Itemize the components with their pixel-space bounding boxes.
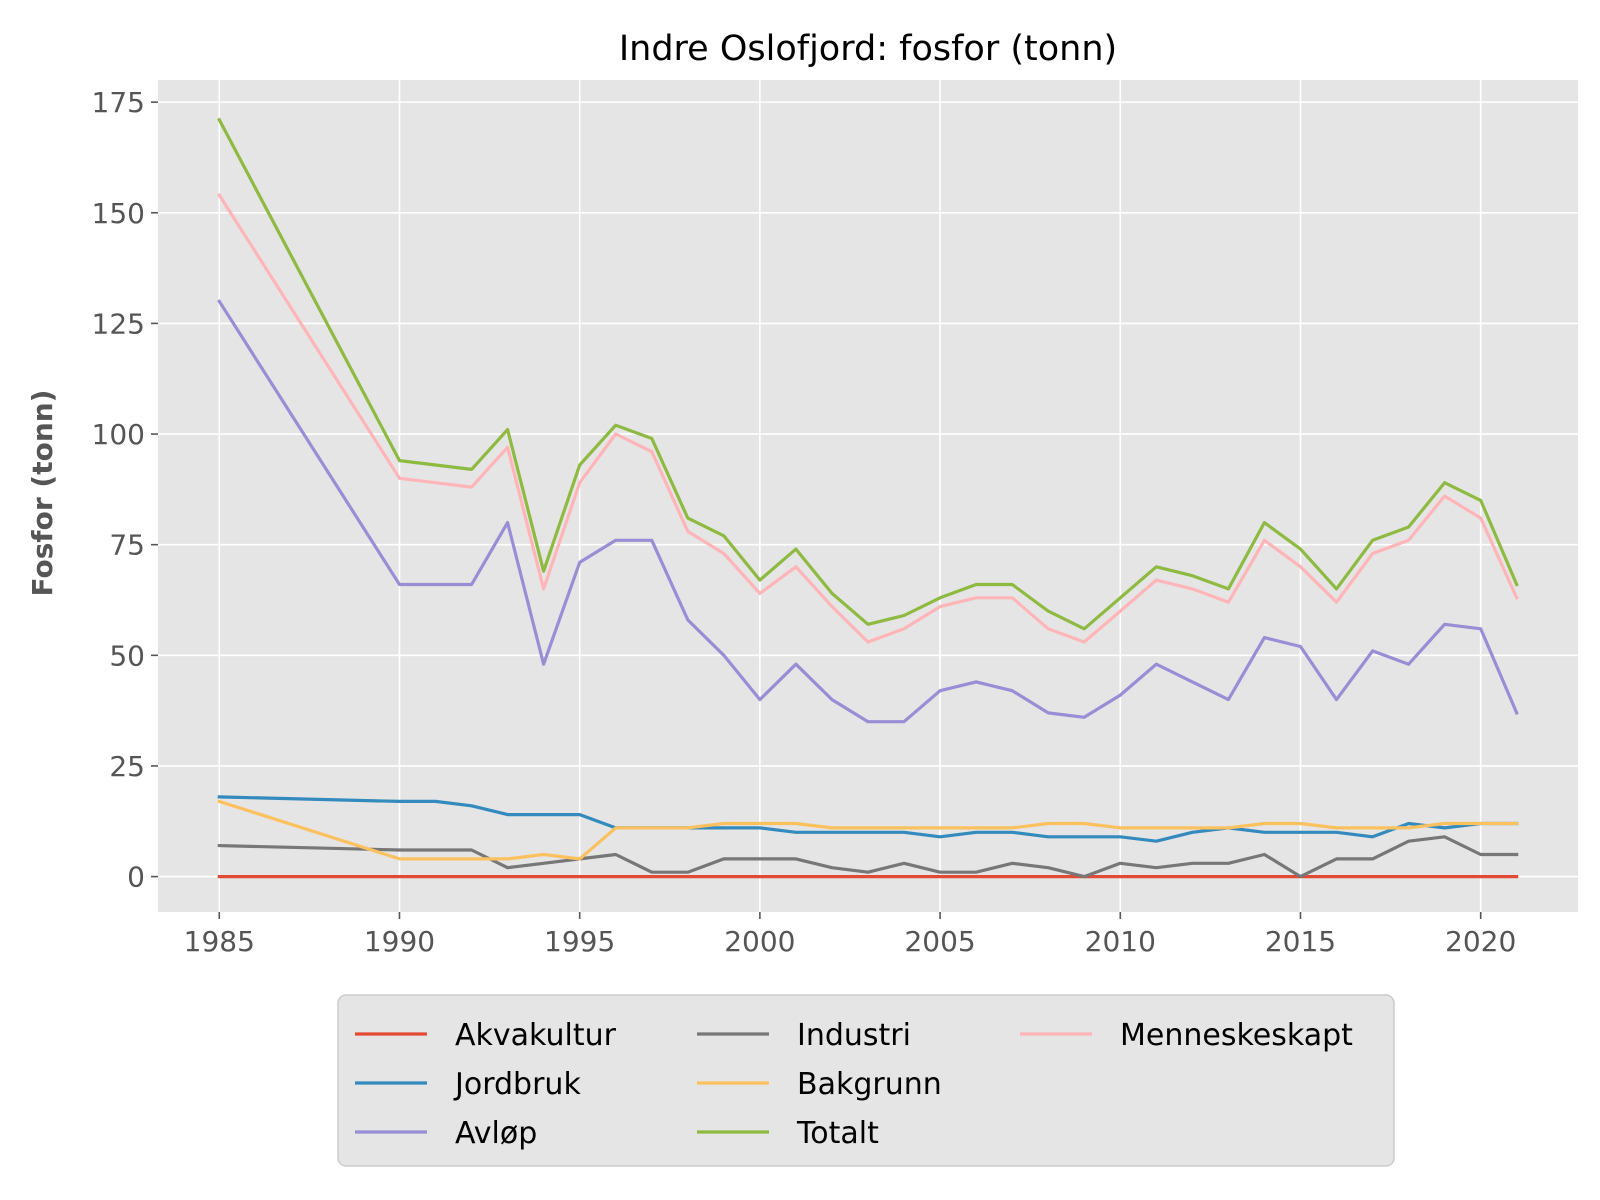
- y-tick-label: 175: [92, 86, 145, 119]
- legend-label-industri: Industri: [797, 1018, 911, 1053]
- series-line-bakgrunn: [217, 799, 1519, 861]
- x-tick-label: 2015: [1265, 925, 1336, 958]
- legend-label-totalt: Totalt: [796, 1116, 879, 1151]
- series-line-jordbruk: [217, 795, 1519, 843]
- series-line-avlop: [217, 299, 1519, 724]
- legend-box: [337, 994, 1395, 1167]
- series-line-menneskeskapt: [217, 192, 1519, 644]
- legend-label-akvakultur: Akvakultur: [455, 1018, 617, 1053]
- legend-label-bakgrunn: Bakgrunn: [797, 1067, 942, 1102]
- y-tick-label: 150: [92, 197, 145, 230]
- x-tick-label: 2020: [1445, 925, 1516, 958]
- y-tick-label: 125: [92, 307, 145, 340]
- x-tick-label: 1990: [364, 925, 435, 958]
- x-tick-label: 1985: [184, 925, 255, 958]
- legend-label-avlop: Avløp: [455, 1116, 537, 1151]
- x-tick-label: 2000: [724, 925, 795, 958]
- y-axis-ticks: 0 25 50 75 100 125 150 175: [92, 86, 158, 894]
- legend-label-jordbruk: Jordbruk: [453, 1067, 581, 1102]
- y-tick-label: 25: [109, 750, 145, 783]
- y-tick-label: 0: [127, 861, 145, 894]
- legend-label-menneskeskapt: Menneskeskapt: [1120, 1018, 1353, 1053]
- plot-area: [158, 80, 1578, 912]
- x-tick-label: 1995: [544, 925, 615, 958]
- y-tick-label: 100: [92, 418, 145, 451]
- chart-title: Indre Oslofjord: fosfor (tonn): [619, 29, 1117, 69]
- y-tick-label: 75: [109, 529, 145, 562]
- y-axis-label: Fosfor (tonn): [26, 390, 59, 597]
- y-tick-label: 50: [109, 639, 145, 672]
- series-line-totalt: [217, 117, 1519, 631]
- legend: Akvakultur Jordbruk Avløp Industri Bakgrunn T…: [337, 994, 1395, 1167]
- x-axis-ticks: 1985 1990 1995 2000 2005 2010 2015 2020: [184, 912, 1516, 958]
- x-tick-label: 2010: [1085, 925, 1156, 958]
- series-line-industri: [217, 835, 1519, 879]
- x-tick-label: 2005: [904, 925, 975, 958]
- series-lines: [217, 117, 1519, 879]
